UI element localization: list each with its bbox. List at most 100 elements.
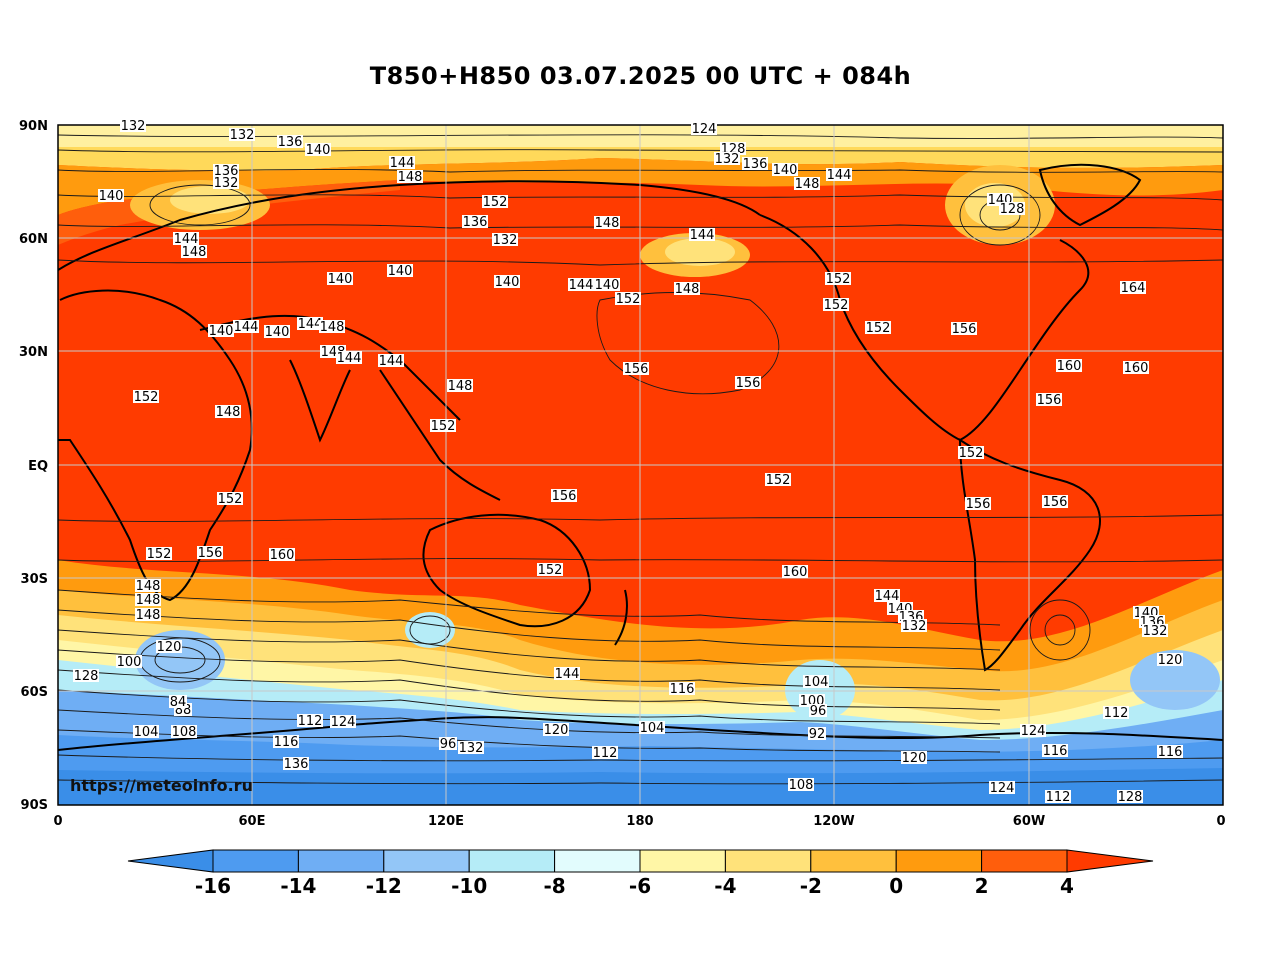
contour-label: 148 (135, 608, 161, 623)
contour-label: 160 (269, 548, 295, 563)
contour-label-text: 144 (555, 667, 580, 682)
contour-label-text: 124 (1021, 724, 1046, 739)
contour-label: 116 (669, 682, 695, 697)
contour-label-text: 124 (990, 781, 1015, 796)
contour-label: 112 (297, 714, 323, 729)
contour-label-text: 140 (306, 143, 331, 158)
contour-labels: 1281321361401441481361321401441481521401… (73, 119, 1183, 805)
colorbar-segment (554, 849, 641, 873)
contour-label-text: 104 (134, 725, 159, 740)
contour-label: 148 (447, 379, 473, 394)
contour-label-text: 148 (136, 608, 161, 623)
contour-label: 132 (458, 741, 484, 756)
contour-label-text: 148 (448, 379, 473, 394)
contour-label: 152 (217, 492, 243, 507)
longitude-axis: 0 60E 120E 180 120W 60W 0 (53, 814, 1225, 829)
contour-label: 136 (742, 157, 768, 172)
lon-label: 60W (1013, 814, 1045, 829)
contour-label: 152 (146, 547, 172, 562)
colorbar-segment (212, 849, 299, 873)
colorbar-segment (895, 849, 983, 873)
contour-label: 156 (623, 362, 649, 377)
colorbar-tick-label: -4 (714, 874, 736, 898)
colorbar-segment (981, 849, 1068, 873)
contour-label: 152 (482, 195, 508, 210)
contour-label-text: 132 (214, 176, 239, 191)
latitude-axis: 90N 60N 30N EQ 30S 60S 90S (19, 119, 48, 813)
contour-label-text: 132 (121, 119, 146, 134)
contour-label-text: 136 (278, 135, 303, 150)
contour-label: 144 (826, 168, 852, 183)
contour-label: 144 (233, 320, 259, 335)
contour-label-text: 144 (569, 278, 594, 293)
contour-label: 120 (901, 751, 927, 766)
contour-label-text: 140 (773, 163, 798, 178)
contour-label: 144 (173, 232, 199, 247)
contour-label: 144 (568, 278, 594, 293)
contour-label-text: 144 (337, 351, 362, 366)
contour-label: 112 (592, 746, 618, 761)
colorbar-tick-label: -6 (629, 874, 651, 898)
contour-label-text: 132 (459, 741, 484, 756)
contour-label-text: 156 (966, 497, 991, 512)
contour-label-text: 152 (538, 563, 563, 578)
contour-label: 144 (874, 589, 900, 604)
contour-label: 152 (865, 321, 891, 336)
contour-label: 136 (283, 757, 309, 772)
contour-label-text: 156 (1043, 495, 1068, 510)
contour-label: 144 (297, 317, 323, 332)
contour-label-text: 152 (826, 272, 851, 287)
contour-label-text: 144 (174, 232, 199, 247)
lon-label: 0 (53, 814, 62, 829)
map-title: T850+H850 03.07.2025 00 UTC + 084h (369, 62, 912, 90)
contour-label: 128 (73, 669, 99, 684)
contour-label: 148 (397, 170, 423, 185)
contour-label-text: 156 (952, 322, 977, 337)
colorbar-segment (468, 849, 556, 873)
contour-label-text: 148 (795, 177, 820, 192)
contour-label-text: 136 (284, 757, 309, 772)
contour-label-text: 160 (270, 548, 295, 563)
contour-label-text: 152 (483, 195, 508, 210)
colorbar-segment (724, 849, 812, 873)
colorbar-tick-label: -8 (543, 874, 565, 898)
contour-label-text: 152 (147, 547, 172, 562)
contour-label: 156 (1036, 393, 1062, 408)
contour-label-text: 108 (172, 725, 197, 740)
contour-label-text: 140 (388, 264, 413, 279)
contour-label-text: 144 (690, 228, 715, 243)
contour-label: 152 (615, 292, 641, 307)
contour-label: 92 (808, 727, 826, 742)
contour-label: 140 (594, 278, 620, 293)
contour-label-text: 144 (298, 317, 323, 332)
contour-label-text: 148 (136, 593, 161, 608)
lon-label: 0 (1216, 814, 1225, 829)
contour-label: 156 (551, 489, 577, 504)
contour-label-text: 156 (736, 376, 761, 391)
colorbar-tick-label: 4 (1060, 874, 1074, 898)
contour-label: 144 (689, 228, 715, 243)
contour-label: 148 (215, 405, 241, 420)
contour-label: 148 (674, 282, 700, 297)
contour-label: 156 (197, 546, 223, 561)
colorbar-tick-label: -10 (451, 874, 487, 898)
contour-label-text: 120 (157, 640, 182, 655)
contour-label: 136 (213, 164, 239, 179)
contour-label-text: 156 (624, 362, 649, 377)
contour-label-text: 100 (117, 655, 142, 670)
contour-label: 136 (277, 135, 303, 150)
contour-label-text: 116 (1158, 745, 1183, 760)
colorbar-segment (297, 849, 385, 873)
contour-label-text: 152 (959, 446, 984, 461)
contour-label-text: 112 (593, 746, 618, 761)
contour-label: 108 (788, 778, 814, 793)
lat-label: 90S (21, 798, 48, 813)
contour-label: 156 (951, 322, 977, 337)
colorbar-segment (383, 849, 470, 873)
contour-label-text: 116 (274, 735, 299, 750)
contour-label: 132 (492, 233, 518, 248)
height-contours (58, 134, 1223, 785)
lon-label: 120W (813, 814, 854, 829)
contour-label-text: 156 (1037, 393, 1062, 408)
contour-label-text: 144 (234, 320, 259, 335)
